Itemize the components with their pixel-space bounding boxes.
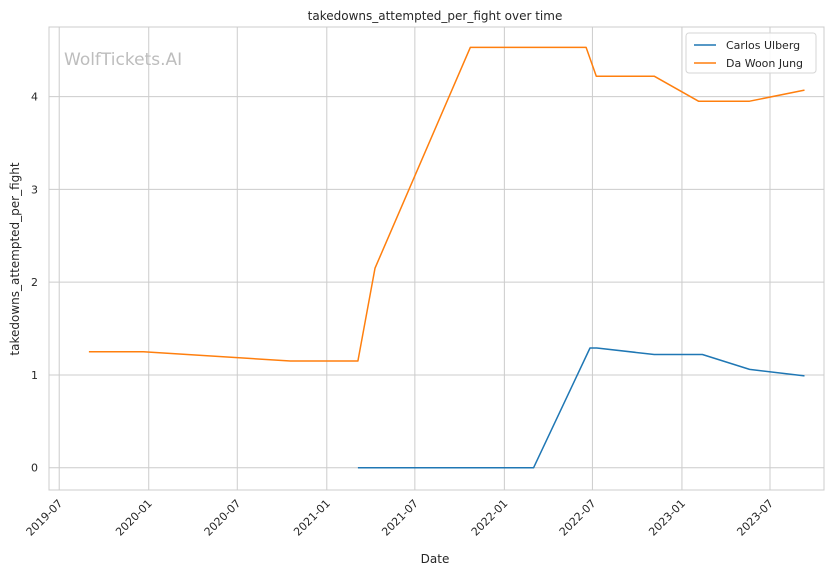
y-tick-label: 3 bbox=[31, 183, 38, 196]
x-tick-label: 2021-01 bbox=[291, 497, 333, 539]
series-line-da-woon-jung bbox=[88, 46, 805, 362]
x-tick-label: 2022-07 bbox=[557, 497, 599, 539]
y-tick-label: 0 bbox=[31, 462, 38, 475]
series-lines bbox=[88, 46, 805, 469]
legend-label: Carlos Ulberg bbox=[726, 39, 800, 52]
x-tick-label: 2020-07 bbox=[202, 497, 244, 539]
x-tick-labels: 2019-07 2020-01 2020-07 2021-01 2021-07 2022-… bbox=[24, 497, 776, 539]
grid bbox=[49, 27, 824, 490]
x-tick-label: 2023-07 bbox=[734, 497, 776, 539]
x-axis-label: Date bbox=[421, 552, 450, 566]
legend-box bbox=[685, 32, 817, 74]
watermark-text: WolfTickets.AI bbox=[64, 50, 182, 70]
y-tick-label: 1 bbox=[31, 369, 38, 382]
y-tick-labels: 0 1 2 3 4 bbox=[31, 91, 38, 475]
x-tick-label: 2023-01 bbox=[646, 497, 688, 539]
x-tick-label: 2020-01 bbox=[113, 497, 155, 539]
legend-label: Da Woon Jung bbox=[726, 57, 803, 70]
x-tick-label: 2022-01 bbox=[469, 497, 511, 539]
y-tick-label: 4 bbox=[31, 91, 38, 104]
x-tick-label: 2019-07 bbox=[24, 497, 66, 539]
legend: Carlos Ulberg Da Woon Jung bbox=[685, 32, 817, 74]
series-line-carlos-ulberg bbox=[357, 347, 805, 469]
y-axis-label: takedowns_attempted_per_fight bbox=[8, 162, 22, 355]
plot-area bbox=[48, 26, 825, 491]
y-tick-label: 2 bbox=[31, 276, 38, 289]
chart-title: takedowns_attempted_per_fight over time bbox=[308, 9, 563, 23]
x-tick-label: 2021-07 bbox=[379, 497, 421, 539]
